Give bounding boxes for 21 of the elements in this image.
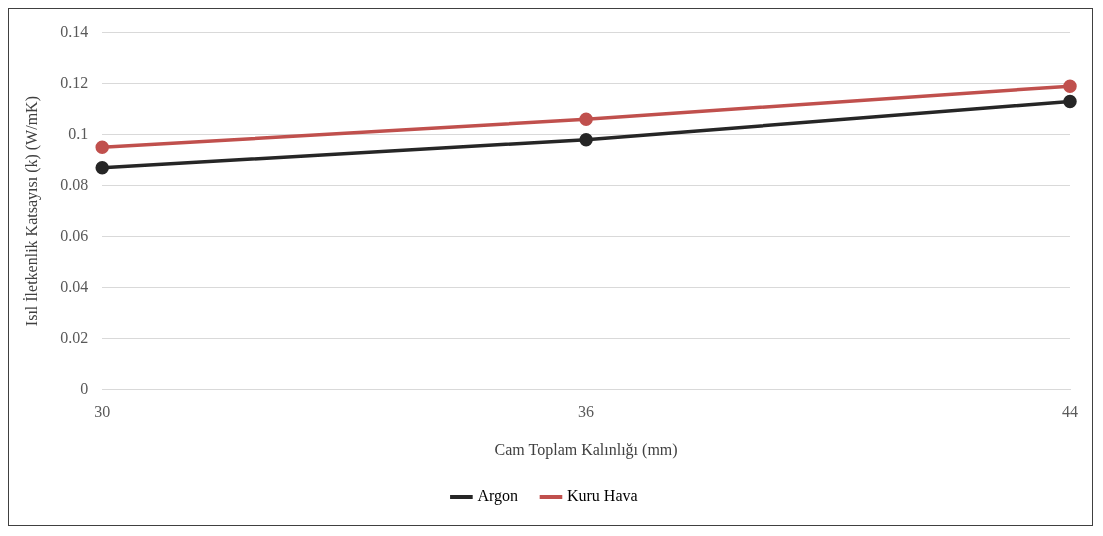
y-tick-label: 0.08 bbox=[60, 175, 89, 193]
y-tick-label: 0.12 bbox=[60, 73, 89, 91]
y-tick-label: 0.14 bbox=[60, 22, 89, 40]
point bbox=[95, 140, 109, 155]
y-tick-label: 0.04 bbox=[60, 277, 89, 295]
x-tick-label: 36 bbox=[578, 403, 595, 421]
legend-label: Kuru Hava bbox=[566, 487, 638, 505]
point bbox=[95, 161, 109, 175]
y-tick-label: 0.06 bbox=[60, 226, 89, 244]
y-tick-label: 0.1 bbox=[68, 124, 89, 142]
legend-label: Argon bbox=[477, 487, 518, 506]
y-axis-title: Isıl İletkenlik Katsayısı (k) (W/mK) bbox=[22, 96, 41, 327]
point bbox=[579, 112, 593, 127]
point bbox=[579, 132, 593, 147]
point bbox=[1063, 79, 1077, 93]
y-tick-label: 0.02 bbox=[60, 328, 89, 346]
x-tick-label: 44 bbox=[1062, 403, 1078, 421]
x-axis-title: Cam Toplam Kalınlığı (mm) bbox=[494, 440, 678, 459]
y-tick-label: 0 bbox=[80, 379, 89, 397]
x-tick-label: 30 bbox=[94, 403, 111, 421]
point bbox=[1063, 94, 1077, 109]
